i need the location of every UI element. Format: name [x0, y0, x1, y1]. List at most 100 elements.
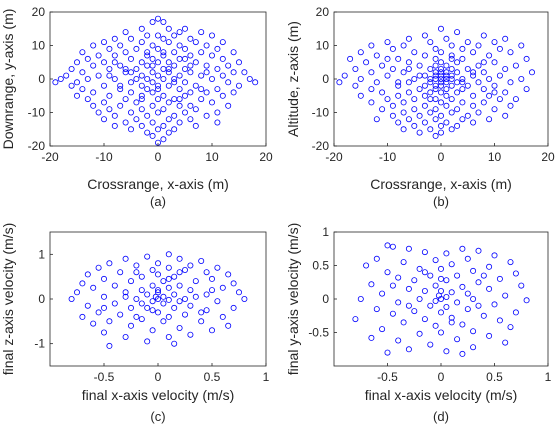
data-point-c: [138, 316, 145, 323]
data-point-d: [384, 242, 391, 249]
data-point-a: [138, 96, 145, 103]
data-point-c: [74, 289, 81, 296]
data-point-a: [144, 86, 151, 93]
data-point-d: [411, 308, 418, 315]
data-point-a: [122, 96, 129, 103]
data-point-b: [432, 45, 439, 52]
data-point-b: [454, 29, 461, 36]
data-point-a: [138, 122, 145, 129]
data-point-a: [219, 55, 226, 62]
data-point-b: [373, 116, 380, 123]
data-point-b: [368, 69, 375, 76]
data-point-b: [523, 86, 530, 93]
data-point-b: [443, 92, 450, 99]
data-point-a: [144, 112, 151, 119]
data-point-c: [133, 262, 140, 269]
y-tick-label-a: 10: [32, 39, 46, 53]
y-tick-label-d: -0.5: [308, 326, 329, 340]
data-point-a: [165, 39, 172, 46]
data-point-b: [448, 82, 455, 89]
data-point-d: [389, 282, 396, 289]
data-point-b: [529, 69, 536, 76]
data-point-b: [491, 106, 498, 113]
data-point-d: [443, 348, 450, 355]
data-point-a: [192, 82, 199, 89]
data-point-b: [421, 102, 428, 109]
data-point-d: [435, 292, 442, 299]
data-point-a: [208, 99, 215, 106]
data-point-a: [214, 119, 221, 126]
data-point-c: [154, 271, 161, 278]
data-point-b: [437, 99, 444, 106]
x-tick-label-a: 0: [155, 150, 162, 164]
data-point-b: [368, 86, 375, 93]
data-point-b: [470, 92, 477, 99]
data-point-a: [192, 122, 199, 129]
data-point-d: [405, 346, 412, 353]
data-point-a: [133, 45, 140, 52]
data-point-b: [421, 119, 428, 126]
data-point-a: [154, 45, 161, 52]
data-point-a: [181, 79, 188, 86]
data-point-a: [235, 82, 242, 89]
data-point-b: [437, 112, 444, 119]
x-tick-label-c: 0.5: [204, 370, 221, 384]
data-point-c: [208, 327, 215, 334]
data-point-d: [464, 306, 471, 313]
data-point-c: [127, 304, 134, 311]
data-point-b: [491, 39, 498, 46]
data-point-c: [138, 300, 145, 307]
panel-d: -0.5 0 0.5 1 -0.5 0 0.5 1 final x-axis velocity…: [285, 223, 552, 424]
data-point-a: [165, 59, 172, 66]
data-point-c: [160, 293, 167, 300]
data-point-c: [144, 304, 151, 311]
data-point-b: [448, 55, 455, 62]
data-point-d: [512, 270, 519, 277]
data-point-b: [448, 76, 455, 83]
data-point-b: [427, 96, 434, 103]
data-point-a: [149, 89, 156, 96]
data-point-c: [111, 300, 118, 307]
data-point-d: [448, 314, 455, 321]
points-d: [352, 242, 530, 357]
data-point-d: [502, 339, 509, 346]
data-point-a: [160, 35, 167, 42]
data-point-d: [395, 337, 402, 344]
data-point-b: [379, 89, 386, 96]
data-point-a: [154, 82, 161, 89]
data-point-d: [443, 293, 450, 300]
data-point-b: [454, 69, 461, 76]
data-point-b: [437, 129, 444, 136]
data-point-b: [373, 79, 380, 86]
data-point-a: [252, 79, 259, 86]
data-point-b: [470, 119, 477, 126]
data-point-a: [90, 102, 97, 109]
y-tick-label-b: 20: [316, 5, 330, 19]
ylabel-b: Altitude, z-axis (m): [285, 21, 301, 137]
data-point-b: [416, 86, 423, 93]
data-point-c: [192, 278, 199, 285]
data-point-a: [160, 92, 167, 99]
data-point-a: [171, 79, 178, 86]
data-point-c: [79, 313, 86, 320]
data-point-d: [496, 275, 503, 282]
data-point-d: [384, 349, 391, 356]
axes-box-d: [333, 231, 549, 367]
data-point-c: [208, 275, 215, 282]
x-tick-label-c: 1: [263, 370, 270, 384]
data-point-a: [79, 69, 86, 76]
data-point-a: [198, 72, 205, 79]
data-point-a: [241, 69, 248, 76]
data-point-a: [117, 102, 124, 109]
caption-a: (a): [150, 194, 166, 209]
y-tick-label-d: 0.5: [312, 259, 329, 273]
data-point-c: [203, 269, 210, 276]
data-point-a: [198, 86, 205, 93]
data-point-c: [208, 287, 215, 294]
data-point-c: [133, 269, 140, 276]
panel-a: -20 -10 0 10 20 -20 -10 0 10 20 Crossrange, x-axi…: [0, 5, 273, 209]
x-tick-label-d: 1: [545, 370, 552, 384]
data-point-c: [176, 269, 183, 276]
data-point-b: [395, 55, 402, 62]
data-point-a: [79, 49, 86, 56]
